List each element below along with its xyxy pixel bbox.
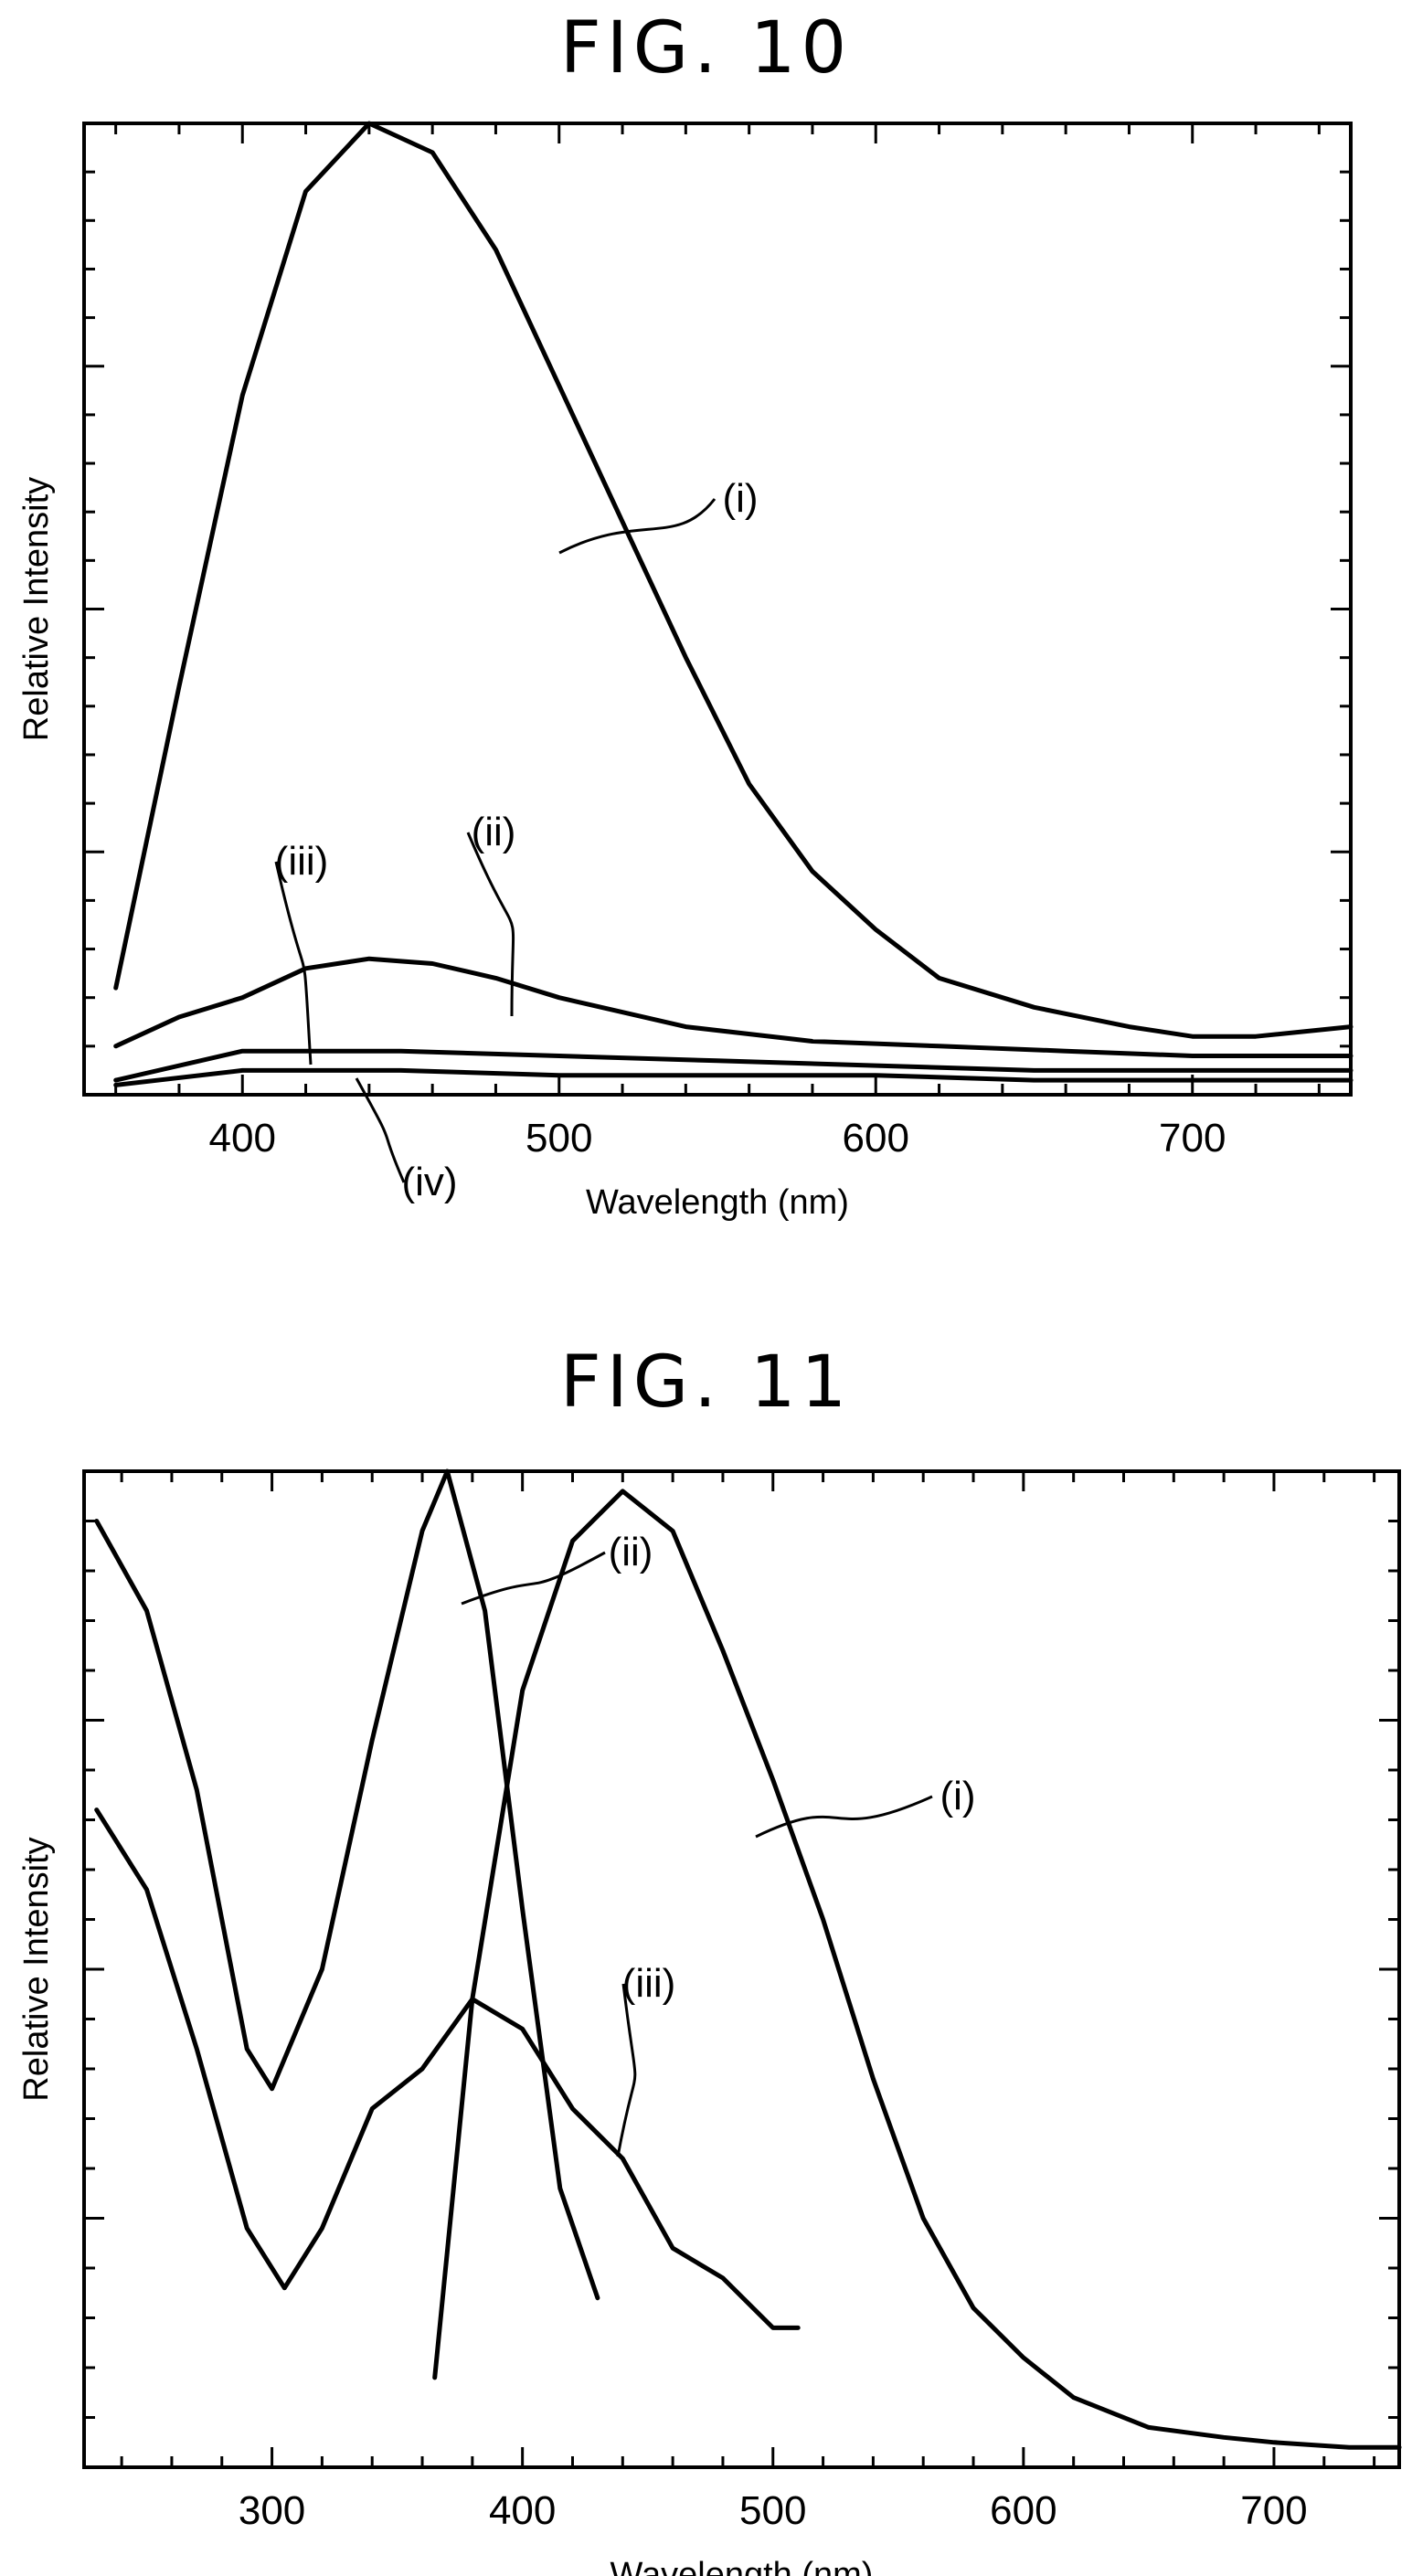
- x-tick-label: 700: [1159, 1116, 1226, 1161]
- callout-leader: [355, 1077, 406, 1183]
- series-label: (ii): [472, 810, 516, 854]
- series-label: (iii): [275, 839, 329, 884]
- callout-leader: [466, 832, 515, 1017]
- x-tick-label: 400: [209, 1116, 276, 1161]
- series-line-1: [432, 1489, 1402, 2450]
- fig11-chart: 300 400 500 600 700 Wavelength (nm) Relative I…: [17, 1468, 1402, 2576]
- series-label: (i): [722, 476, 758, 521]
- x-tick-label: 400: [489, 2488, 556, 2533]
- callout-leader: [461, 1551, 606, 1606]
- callout-leader: [616, 1983, 637, 2157]
- series-label: (i): [940, 1774, 975, 1818]
- fig10-title: FIG. 10: [559, 7, 853, 90]
- x-tick-label: 300: [239, 2488, 305, 2533]
- fig11-title: FIG. 11: [559, 1341, 853, 1424]
- series-line-3: [94, 1807, 801, 2330]
- y-axis-label: Relative Intensity: [17, 1837, 56, 2101]
- x-tick-label: 500: [739, 2488, 806, 2533]
- series-label: (iv): [401, 1160, 457, 1204]
- y-axis-label: Relative Intensity: [17, 477, 56, 741]
- x-axis-label: Wavelength (nm): [586, 1183, 849, 1222]
- series-label: (ii): [609, 1530, 653, 1574]
- series-line-1: [113, 121, 1354, 1039]
- series-line-2: [113, 956, 1354, 1058]
- callout-leader: [755, 1795, 933, 1839]
- plot-frame: [82, 1469, 1401, 2469]
- x-axis-label: Wavelength (nm): [610, 2556, 874, 2576]
- x-tick-label: 700: [1240, 2488, 1307, 2533]
- series-label: (iii): [622, 1961, 676, 2006]
- plot-frame: [82, 122, 1353, 1097]
- fig10-chart: 400 500 600 700 Wavelength (nm) Relative Inte…: [17, 121, 1354, 1222]
- callout-leader: [558, 498, 717, 555]
- series-line-4: [113, 1067, 1354, 1087]
- x-tick-label: 500: [526, 1116, 592, 1161]
- callout-leader: [274, 861, 313, 1065]
- x-tick-label: 600: [843, 1116, 909, 1161]
- x-tick-label: 600: [990, 2488, 1056, 2533]
